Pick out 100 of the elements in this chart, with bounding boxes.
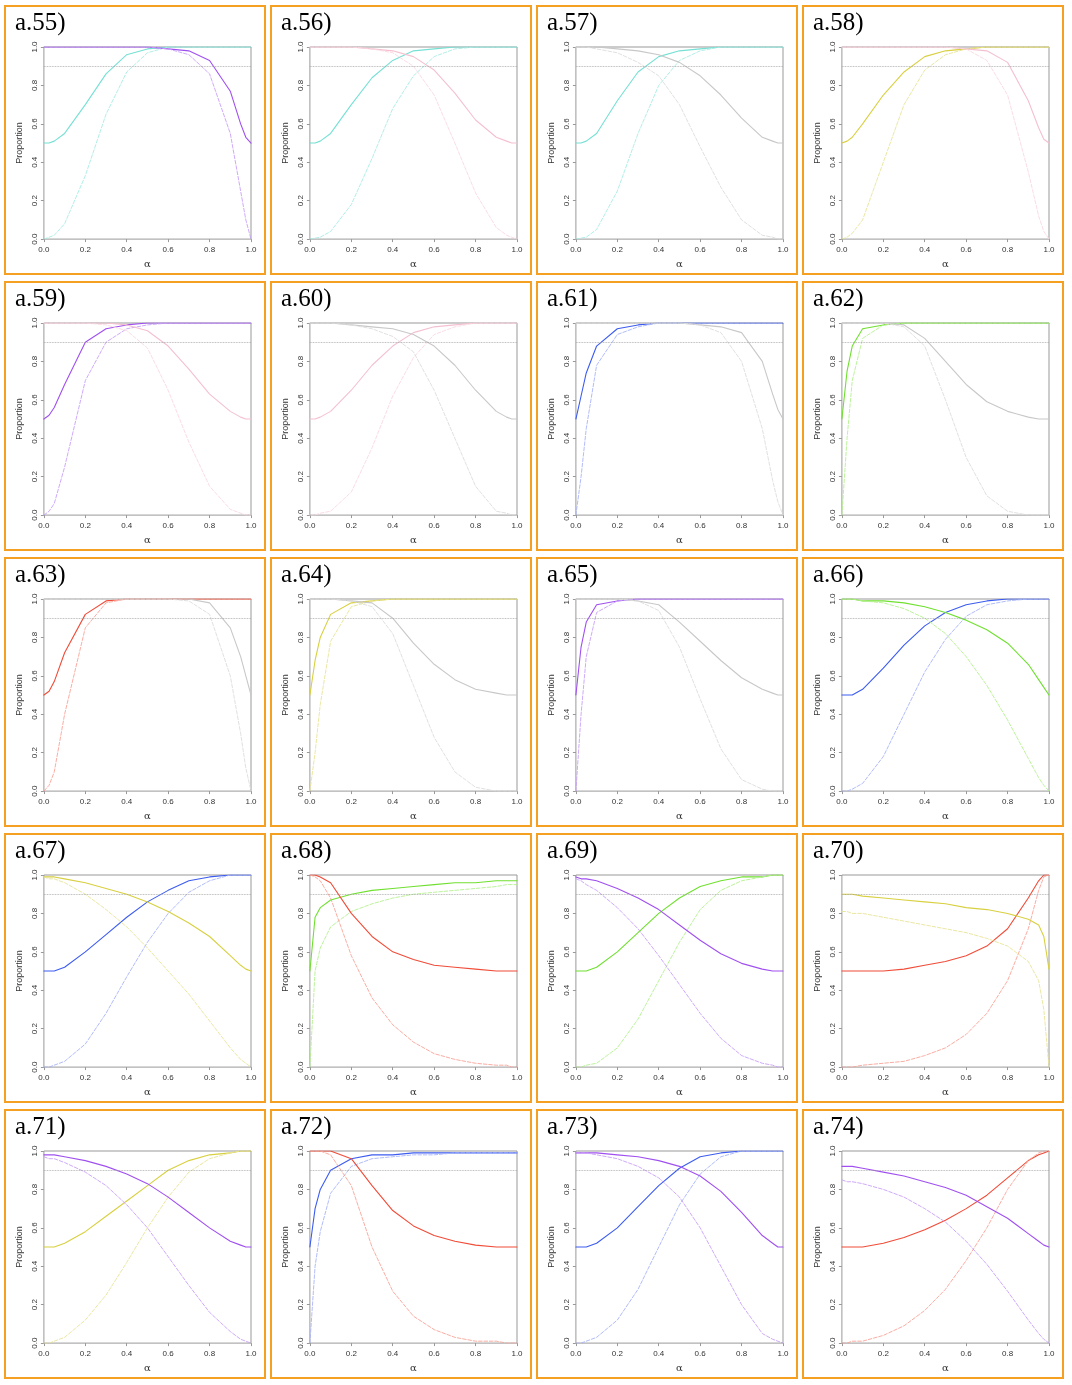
x-tick-label: 0.4 bbox=[919, 244, 931, 254]
y-axis-title: Proportion bbox=[545, 122, 556, 164]
x-tick-label: 0.4 bbox=[653, 244, 665, 254]
x-axis-title: α bbox=[410, 1361, 418, 1373]
x-tick-label: 1.0 bbox=[245, 244, 258, 254]
x-tick-label: 0.2 bbox=[79, 520, 92, 530]
x-tick-label: 0.6 bbox=[428, 244, 441, 254]
x-tick-label: 0.2 bbox=[345, 1072, 358, 1082]
y-tick-label: 0.0 bbox=[30, 1336, 40, 1349]
y-axis-title: Proportion bbox=[545, 1226, 556, 1268]
y-tick-label: 0.2 bbox=[296, 1022, 306, 1035]
x-tick-label: 1.0 bbox=[777, 244, 790, 254]
x-tick-label: 1.0 bbox=[1043, 1348, 1056, 1358]
x-tick-label: 0.2 bbox=[345, 1348, 358, 1358]
y-tick-label: 0.2 bbox=[30, 194, 40, 207]
x-axis-title: α bbox=[676, 1085, 684, 1097]
y-tick-label: 0.4 bbox=[828, 1260, 838, 1272]
y-tick-label: 0.6 bbox=[296, 393, 306, 406]
y-tick-label: 0.2 bbox=[562, 1298, 572, 1311]
y-tick-label: 0.8 bbox=[562, 907, 572, 919]
x-tick-label: 1.0 bbox=[511, 244, 524, 254]
x-tick-label: 0.8 bbox=[470, 796, 482, 806]
y-tick-label: 0.8 bbox=[828, 79, 838, 91]
line-series bbox=[841, 598, 1050, 696]
chart-title: a.69) bbox=[547, 836, 598, 864]
chart-title: a.64) bbox=[281, 560, 332, 588]
y-tick-label: 0.0 bbox=[828, 1060, 838, 1073]
x-axis-title: α bbox=[942, 1085, 950, 1097]
line-series bbox=[841, 46, 1050, 240]
x-tick-label: 0.8 bbox=[204, 244, 216, 254]
y-tick-label: 0.4 bbox=[30, 984, 40, 996]
x-tick-label: 1.0 bbox=[245, 1072, 258, 1082]
x-tick-label: 0.6 bbox=[162, 1348, 175, 1358]
chart-title: a.57) bbox=[547, 8, 598, 36]
y-tick-label: 0.2 bbox=[562, 746, 572, 759]
y-tick-label: 0.2 bbox=[562, 1022, 572, 1035]
y-tick-label: 1.0 bbox=[30, 316, 40, 329]
y-tick-label: 0.4 bbox=[30, 156, 40, 168]
x-tick-label: 0.8 bbox=[204, 796, 216, 806]
y-tick-label: 0.0 bbox=[30, 508, 40, 521]
y-tick-label: 0.8 bbox=[296, 631, 306, 643]
x-tick-label: 0.0 bbox=[304, 1072, 317, 1082]
x-tick-label: 0.0 bbox=[570, 796, 583, 806]
y-axis-title: Proportion bbox=[279, 122, 290, 164]
x-tick-label: 0.6 bbox=[694, 520, 707, 530]
x-axis-title: α bbox=[144, 1085, 152, 1097]
line-series bbox=[841, 1165, 1050, 1248]
line-series bbox=[309, 598, 518, 792]
y-tick-label: 0.4 bbox=[562, 156, 572, 168]
x-tick-label: 0.6 bbox=[960, 1348, 973, 1358]
line-series bbox=[309, 46, 518, 144]
y-tick-label: 0.8 bbox=[30, 907, 40, 919]
x-tick-label: 0.4 bbox=[919, 1072, 931, 1082]
y-tick-label: 0.2 bbox=[562, 194, 572, 207]
y-tick-label: 0.0 bbox=[828, 508, 838, 521]
chart-title: a.58) bbox=[813, 8, 864, 36]
y-axis-title: Proportion bbox=[13, 122, 24, 164]
y-tick-label: 0.8 bbox=[562, 631, 572, 643]
y-axis-title: Proportion bbox=[545, 950, 556, 992]
y-tick-label: 0.0 bbox=[562, 1336, 572, 1349]
y-axis-title: Proportion bbox=[279, 1226, 290, 1268]
x-tick-label: 0.4 bbox=[653, 520, 665, 530]
y-tick-label: 0.6 bbox=[296, 669, 306, 682]
chart-title: a.68) bbox=[281, 836, 332, 864]
y-tick-label: 1.0 bbox=[828, 868, 838, 881]
line-series bbox=[43, 322, 252, 516]
x-tick-label: 0.6 bbox=[694, 1072, 707, 1082]
x-tick-label: 0.0 bbox=[304, 244, 317, 254]
x-tick-label: 0.6 bbox=[960, 1072, 973, 1082]
x-tick-label: 0.4 bbox=[121, 244, 133, 254]
y-axis-title: Proportion bbox=[811, 950, 822, 992]
x-tick-label: 0.0 bbox=[570, 520, 583, 530]
x-tick-label: 0.6 bbox=[428, 520, 441, 530]
x-axis-title: α bbox=[942, 533, 950, 545]
x-tick-label: 0.8 bbox=[470, 1072, 482, 1082]
x-tick-label: 0.0 bbox=[570, 244, 583, 254]
line-series bbox=[43, 322, 252, 420]
x-tick-label: 1.0 bbox=[511, 1348, 524, 1358]
line-series bbox=[309, 322, 518, 516]
y-tick-label: 0.6 bbox=[562, 945, 572, 958]
line-series bbox=[841, 874, 1050, 1068]
x-tick-label: 0.6 bbox=[694, 1348, 707, 1358]
line-series bbox=[575, 46, 784, 144]
y-axis-title: Proportion bbox=[279, 398, 290, 440]
x-tick-label: 0.6 bbox=[960, 244, 973, 254]
y-axis-title: Proportion bbox=[811, 1226, 822, 1268]
x-tick-label: 1.0 bbox=[1043, 796, 1056, 806]
y-tick-label: 0.4 bbox=[562, 708, 572, 720]
x-tick-label: 0.6 bbox=[428, 1348, 441, 1358]
y-tick-label: 0.4 bbox=[296, 708, 306, 720]
y-tick-label: 0.8 bbox=[296, 1183, 306, 1195]
y-axis-title: Proportion bbox=[811, 122, 822, 164]
line-series bbox=[841, 1150, 1050, 1248]
y-tick-label: 0.6 bbox=[296, 117, 306, 130]
y-tick-label: 0.0 bbox=[562, 232, 572, 245]
y-tick-label: 0.8 bbox=[30, 1183, 40, 1195]
x-tick-label: 0.8 bbox=[1002, 244, 1014, 254]
chart-title: a.66) bbox=[813, 560, 864, 588]
y-tick-label: 0.6 bbox=[562, 669, 572, 682]
y-tick-label: 0.6 bbox=[828, 1221, 838, 1234]
